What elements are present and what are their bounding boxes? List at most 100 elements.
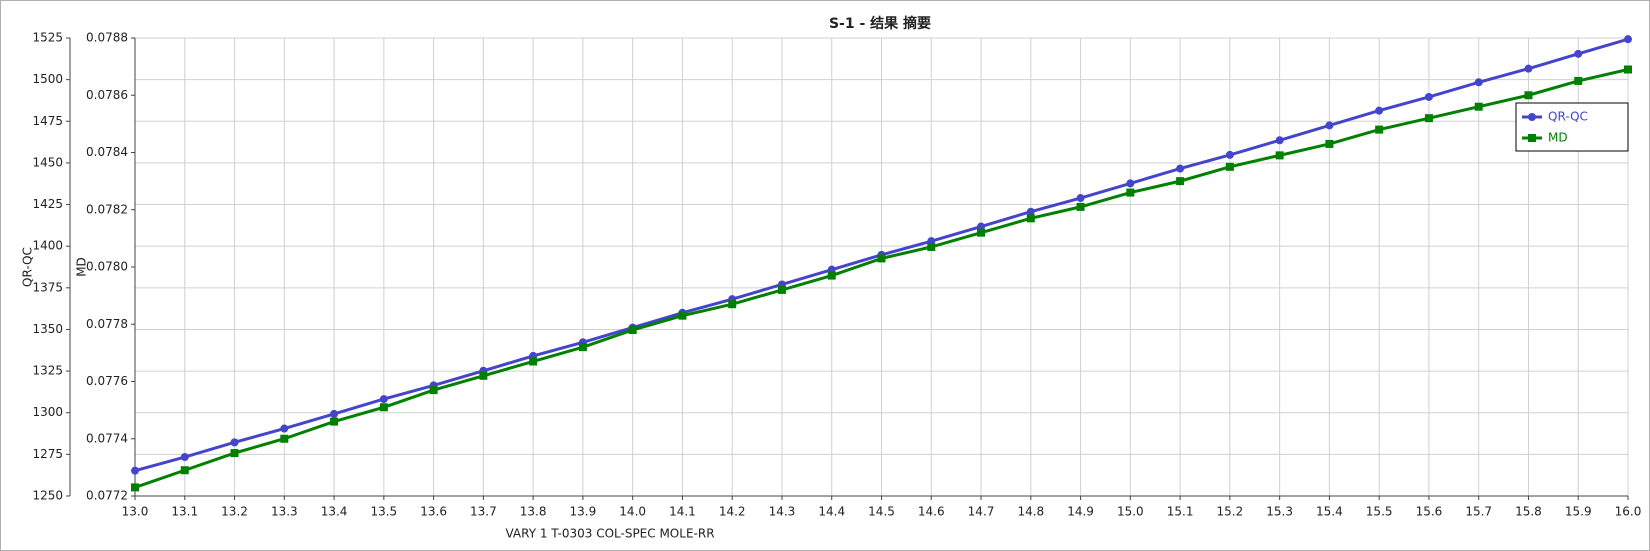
marker — [877, 254, 886, 263]
x-tick-label: 14.4 — [818, 505, 845, 519]
y-tick-label: 1425 — [32, 197, 63, 211]
marker — [1624, 65, 1632, 74]
marker — [1126, 188, 1135, 197]
x-tick-label: 16.0 — [1615, 505, 1642, 519]
x-tick-label: 14.7 — [968, 505, 995, 519]
y2-tick-label: 0.0778 — [86, 317, 128, 331]
x-tick-label: 15.7 — [1465, 505, 1492, 519]
x-tick-label: 14.8 — [1017, 505, 1044, 519]
y-tick-label: 1475 — [32, 114, 63, 128]
marker — [728, 300, 737, 309]
marker — [678, 311, 687, 320]
y2-tick-label: 0.0774 — [86, 431, 128, 445]
marker — [977, 228, 986, 237]
marker — [927, 242, 936, 251]
marker — [1528, 134, 1536, 142]
marker — [1474, 78, 1483, 87]
y2-tick-label: 0.0784 — [86, 145, 128, 159]
y-tick-label: 1375 — [32, 280, 63, 294]
y2-tick-label: 0.0780 — [86, 260, 128, 274]
x-tick-label: 15.9 — [1565, 505, 1592, 519]
marker — [180, 453, 189, 462]
x-tick-label: 13.4 — [321, 505, 348, 519]
marker — [131, 466, 139, 475]
marker — [1325, 121, 1334, 130]
marker — [1325, 139, 1334, 148]
marker — [230, 449, 239, 458]
marker — [628, 325, 637, 334]
y-tick-label: 1400 — [32, 239, 63, 253]
marker — [1225, 150, 1234, 159]
marker — [379, 395, 388, 404]
x-tick-label: 15.6 — [1416, 505, 1443, 519]
x-tick-label: 13.8 — [520, 505, 547, 519]
legend-label: QR-QC — [1548, 110, 1588, 124]
marker — [1574, 76, 1583, 85]
y-tick-label: 1500 — [32, 72, 63, 86]
legend-label: MD — [1548, 131, 1568, 145]
x-tick-label: 13.0 — [122, 505, 149, 519]
x-tick-label: 13.1 — [171, 505, 198, 519]
x-tick-label: 14.6 — [918, 505, 945, 519]
x-tick-label: 15.0 — [1117, 505, 1144, 519]
marker — [1076, 202, 1085, 211]
marker — [1076, 194, 1085, 203]
x-tick-label: 15.2 — [1217, 505, 1244, 519]
marker — [1424, 92, 1433, 101]
marker — [280, 424, 289, 433]
y2-tick-label: 0.0776 — [86, 374, 128, 388]
marker — [180, 466, 189, 475]
x-tick-label: 15.5 — [1366, 505, 1393, 519]
x-tick-label: 14.3 — [769, 505, 796, 519]
marker — [230, 438, 239, 447]
x-tick-label: 14.9 — [1067, 505, 1094, 519]
marker — [1528, 113, 1536, 121]
x-axis-label: VARY 1 T-0303 COL-SPEC MOLE-RR — [505, 527, 714, 541]
y-tick-label: 1450 — [32, 155, 63, 169]
marker — [429, 386, 438, 395]
marker — [827, 271, 836, 280]
legend: QR-QC MD — [1515, 102, 1629, 152]
marker — [330, 417, 339, 426]
marker — [280, 434, 289, 443]
marker — [1026, 214, 1035, 223]
y-tick-label: 1350 — [32, 322, 63, 336]
marker — [330, 409, 339, 418]
marker — [379, 403, 388, 412]
marker — [1176, 177, 1185, 186]
marker — [1375, 106, 1384, 115]
y-tick-label: 1275 — [32, 447, 63, 461]
x-tick-label: 15.4 — [1316, 505, 1343, 519]
y2-tick-label: 0.0772 — [86, 489, 128, 503]
marker — [1176, 164, 1185, 173]
y-tick-label: 1250 — [32, 489, 63, 503]
marker — [977, 222, 986, 231]
marker — [1275, 136, 1284, 145]
legend-box — [1515, 102, 1629, 152]
marker — [479, 371, 488, 380]
marker — [1424, 114, 1433, 123]
marker — [1524, 91, 1533, 100]
x-tick-label: 14.2 — [719, 505, 746, 519]
chart-title: S-1 - 结果 摘要 — [829, 15, 931, 32]
x-tick-label: 14.1 — [669, 505, 696, 519]
marker — [1225, 162, 1234, 171]
y-tick-label: 1300 — [32, 405, 63, 419]
y-tick-label: 1325 — [32, 364, 63, 378]
y-axis-label: QR-QC — [21, 247, 35, 287]
x-tick-label: 13.6 — [420, 505, 447, 519]
marker — [578, 343, 587, 352]
marker — [1026, 207, 1035, 216]
x-tick-label: 13.9 — [570, 505, 597, 519]
marker — [1624, 35, 1632, 44]
marker — [1524, 64, 1533, 73]
y2-tick-label: 0.0786 — [86, 88, 128, 102]
y2-tick-label: 0.0782 — [86, 202, 128, 216]
x-tick-label: 15.1 — [1167, 505, 1194, 519]
x-tick-label: 13.2 — [221, 505, 248, 519]
marker — [131, 483, 139, 492]
x-tick-label: 15.8 — [1515, 505, 1542, 519]
